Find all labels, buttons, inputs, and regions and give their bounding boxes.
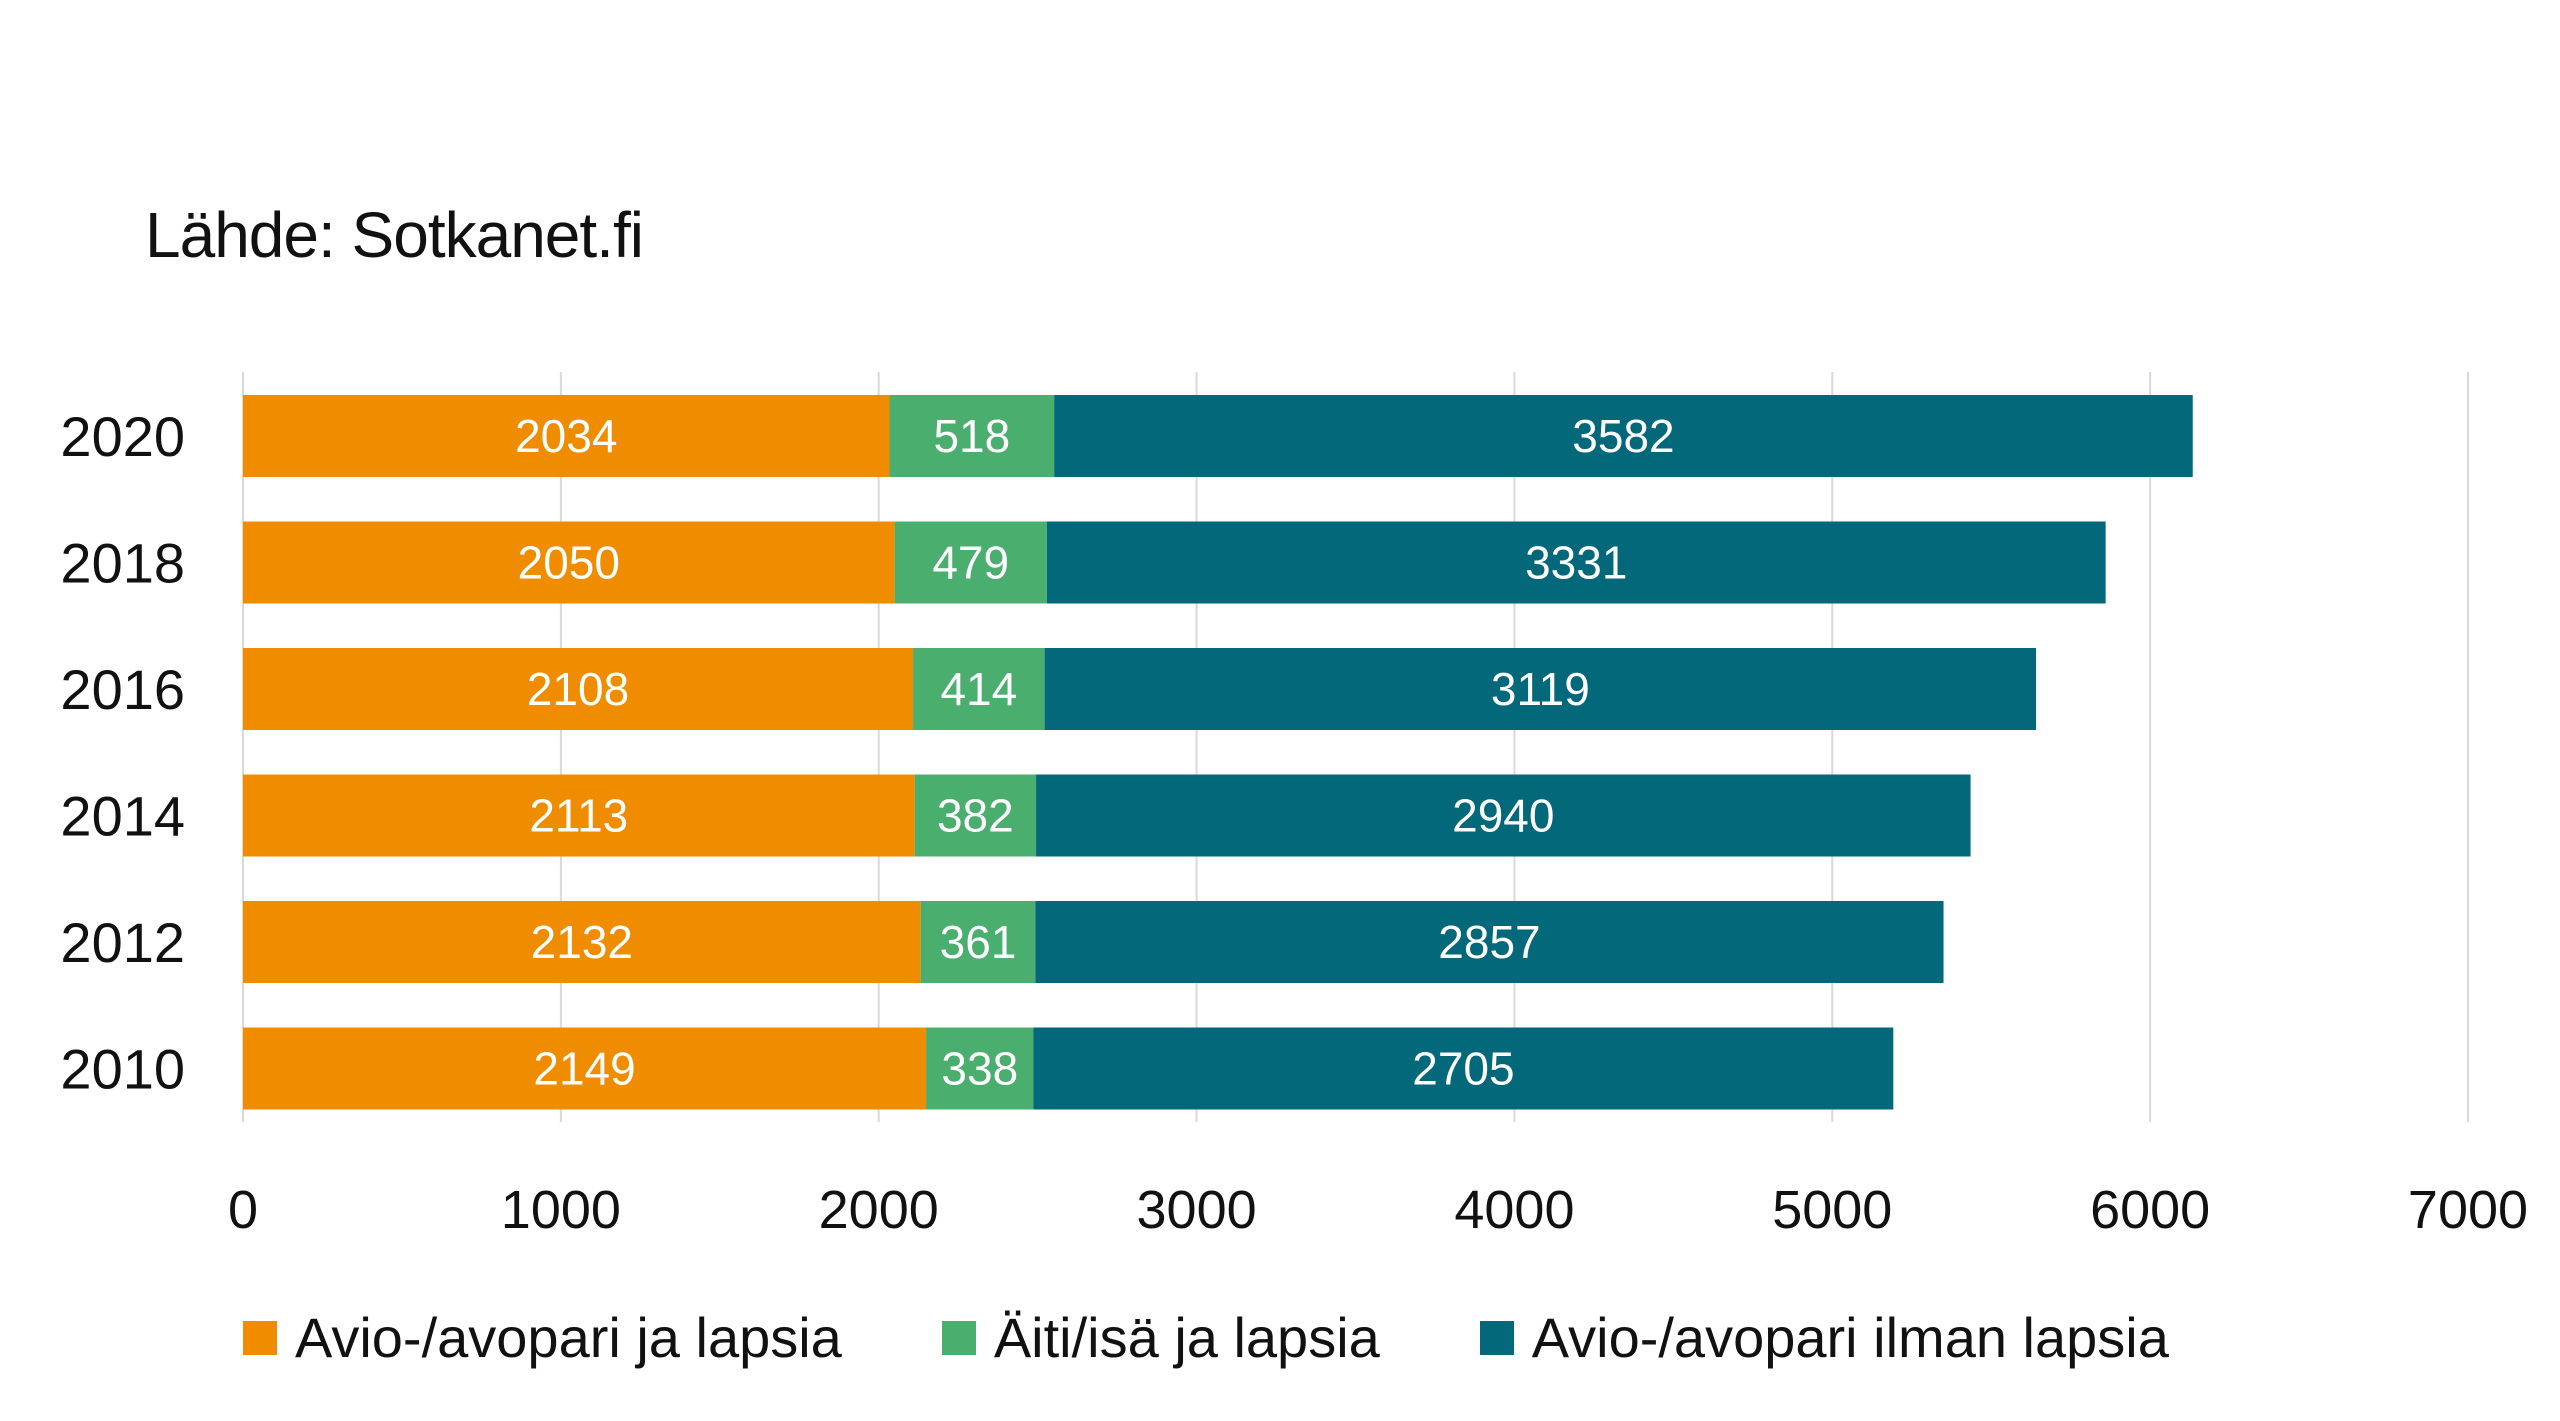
- y-tick-label: 2016: [60, 658, 185, 721]
- bar-segment: [1035, 901, 1944, 983]
- x-tick-label: 5000: [1772, 1180, 1892, 1240]
- bar-segment: [1044, 648, 2037, 730]
- data-label: 414: [940, 663, 1017, 715]
- y-tick-label: 2018: [60, 532, 185, 595]
- x-tick-label: 7000: [2408, 1180, 2528, 1240]
- bar-segment: [926, 1027, 1034, 1110]
- stacked-bar-chart: 2034 518 3582 2050 479 3331 2108 414 3119 2113 382…: [60, 372, 2528, 1240]
- y-tick-label: 2010: [60, 1038, 185, 1101]
- bar-segment: [243, 395, 890, 477]
- y-tick-label: 2014: [60, 785, 185, 848]
- bar-segment: [914, 774, 1037, 857]
- bar-segment: [889, 395, 1055, 477]
- x-tick-label: 4000: [1454, 1180, 1574, 1240]
- x-tick-label: 1000: [501, 1180, 621, 1240]
- data-label: 361: [940, 916, 1017, 968]
- legend: Avio-/avopari ja lapsia Äiti/isä ja lapsi…: [243, 1305, 2269, 1370]
- legend-item: Avio-/avopari ja lapsia: [243, 1305, 842, 1370]
- bar-segment: [913, 648, 1045, 730]
- bar-segment: [243, 774, 915, 857]
- bar-segment: [243, 648, 914, 730]
- x-tick-label: 2000: [819, 1180, 939, 1240]
- legend-swatch: [243, 1320, 277, 1355]
- source-note: Lähde: Sotkanet.fi: [145, 199, 644, 271]
- bars: 2034 518 3582 2050 479 3331 2108 414 3119 2113 382…: [243, 395, 2193, 1110]
- data-label: 3119: [1491, 663, 1590, 715]
- x-tick-label: 6000: [2090, 1180, 2210, 1240]
- legend-item: Äiti/isä ja lapsia: [941, 1305, 1380, 1370]
- data-label: 2050: [518, 537, 620, 589]
- gridlines: [242, 372, 2469, 1122]
- x-tick-label: 0: [228, 1180, 258, 1240]
- bar-segment: [243, 521, 895, 604]
- y-tick-label: 2012: [60, 911, 185, 974]
- legend-label: Avio-/avopari ja lapsia: [295, 1306, 842, 1369]
- bar-segment: [920, 901, 1036, 983]
- legend-swatch: [941, 1320, 976, 1355]
- bar-segment: [243, 1027, 927, 1110]
- data-label: 2108: [527, 663, 629, 715]
- y-tick-label: 2020: [60, 405, 185, 468]
- data-label: 3331: [1525, 537, 1627, 589]
- bar-segment: [1046, 521, 2106, 604]
- data-label: 2113: [529, 790, 628, 842]
- data-label: 2940: [1452, 790, 1554, 842]
- data-label: 2149: [533, 1043, 635, 1095]
- data-label: 518: [933, 410, 1010, 462]
- bar-segment: [1033, 1027, 1894, 1110]
- bar-segment: [894, 521, 1047, 604]
- x-tick-label: 3000: [1137, 1180, 1257, 1240]
- bar-segment: [243, 901, 921, 983]
- data-label: 382: [937, 790, 1014, 842]
- legend-item: Avio-/avopari ilman lapsia: [1479, 1305, 2169, 1370]
- data-label: 2034: [515, 410, 617, 462]
- data-label: 479: [932, 537, 1009, 589]
- data-label: 2857: [1438, 916, 1540, 968]
- data-label: 3582: [1572, 410, 1674, 462]
- legend-label: Äiti/isä ja lapsia: [993, 1306, 1380, 1369]
- bar-segment: [1054, 395, 2193, 477]
- legend-label: Avio-/avopari ilman lapsia: [1531, 1306, 2169, 1369]
- legend-swatch: [1479, 1320, 1514, 1355]
- data-label: 2705: [1412, 1043, 1514, 1095]
- bar-segment: [1036, 774, 1971, 857]
- x-axis-labels: 0 1000 2000 3000 4000 5000 6000 7000: [228, 1180, 2528, 1240]
- y-axis-labels: 2020 2018 2016 2014 2012 2010: [60, 405, 185, 1101]
- data-label: 338: [941, 1043, 1018, 1095]
- data-label: 2132: [531, 916, 633, 968]
